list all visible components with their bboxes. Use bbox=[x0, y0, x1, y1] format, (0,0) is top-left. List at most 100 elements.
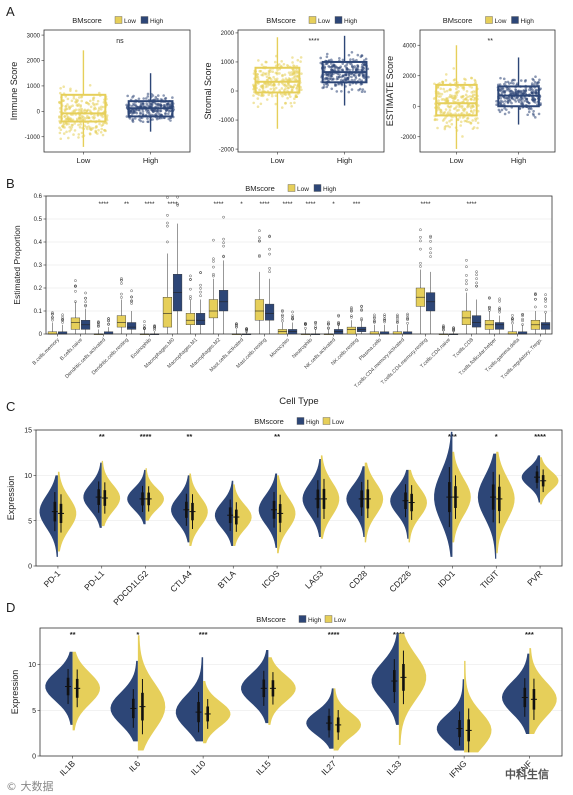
data-point bbox=[452, 107, 456, 111]
outlier-point bbox=[166, 240, 169, 244]
x-tick-label: Low bbox=[450, 156, 464, 165]
violin-high bbox=[521, 455, 541, 503]
data-point bbox=[360, 90, 364, 93]
data-point bbox=[264, 60, 267, 64]
data-point bbox=[462, 86, 466, 89]
data-point bbox=[533, 98, 537, 101]
data-point bbox=[450, 94, 454, 98]
data-point bbox=[137, 97, 141, 101]
panel-c-plot bbox=[35, 429, 563, 567]
data-point bbox=[290, 88, 294, 92]
data-point bbox=[296, 84, 299, 88]
data-point bbox=[286, 96, 289, 100]
data-point bbox=[62, 85, 66, 89]
data-point bbox=[341, 62, 345, 65]
data-point bbox=[257, 59, 260, 62]
data-point bbox=[273, 78, 277, 81]
data-point bbox=[262, 71, 265, 75]
y-tick-label: 10 bbox=[28, 662, 36, 669]
outlier-point bbox=[84, 296, 87, 300]
data-point bbox=[354, 75, 358, 78]
significance-label: **** bbox=[259, 201, 270, 208]
outlier-point bbox=[84, 291, 87, 295]
data-point bbox=[523, 80, 527, 83]
box bbox=[162, 297, 173, 328]
data-point bbox=[273, 60, 277, 64]
panel-d-legend-swatch-2 bbox=[324, 615, 333, 623]
data-point bbox=[537, 112, 541, 116]
y-tick-label: -2000 bbox=[401, 135, 417, 141]
data-point bbox=[135, 111, 139, 115]
significance-label: **** bbox=[213, 201, 224, 208]
data-point bbox=[278, 72, 281, 75]
data-point bbox=[284, 87, 287, 91]
data-point bbox=[141, 110, 145, 113]
data-point bbox=[97, 128, 100, 132]
data-point bbox=[533, 80, 537, 84]
data-point bbox=[501, 100, 505, 104]
data-point bbox=[455, 87, 458, 91]
data-point bbox=[275, 72, 279, 76]
outlier-point bbox=[511, 314, 514, 317]
box bbox=[435, 83, 478, 117]
panel-a-3-legend-title: BMscore bbox=[443, 16, 473, 25]
data-point bbox=[105, 114, 109, 117]
outlier-point bbox=[281, 317, 284, 320]
data-point bbox=[470, 91, 474, 94]
data-point bbox=[62, 132, 66, 135]
data-point bbox=[456, 98, 460, 102]
data-point bbox=[337, 82, 341, 86]
outlier-point bbox=[350, 309, 353, 312]
outlier-point bbox=[281, 319, 284, 323]
data-point bbox=[355, 66, 358, 70]
x-tick-label: TIGIT bbox=[478, 568, 500, 590]
data-point bbox=[58, 119, 61, 123]
box bbox=[60, 93, 107, 123]
data-point bbox=[321, 86, 325, 90]
outlier-point bbox=[268, 270, 271, 274]
data-point bbox=[465, 89, 469, 93]
data-point bbox=[283, 73, 287, 76]
outlier-point bbox=[337, 321, 340, 324]
data-point bbox=[512, 82, 515, 85]
data-point bbox=[269, 87, 273, 91]
violin-low bbox=[364, 462, 384, 543]
outlier-point bbox=[268, 235, 271, 239]
data-point bbox=[88, 132, 92, 136]
x-tick-label: CTLA4 bbox=[168, 568, 194, 594]
data-point bbox=[466, 117, 470, 120]
data-point bbox=[146, 117, 149, 120]
outlier-point bbox=[61, 318, 64, 321]
data-point bbox=[284, 102, 287, 105]
outlier-point bbox=[396, 320, 399, 324]
data-point bbox=[351, 68, 355, 72]
data-point bbox=[456, 85, 460, 89]
data-point bbox=[497, 108, 501, 112]
data-point bbox=[445, 96, 449, 100]
data-point bbox=[459, 120, 463, 124]
data-point bbox=[499, 76, 502, 80]
data-point bbox=[299, 56, 303, 59]
violin-high bbox=[110, 660, 138, 742]
outlier-point bbox=[153, 325, 156, 329]
outlier-point bbox=[281, 313, 284, 317]
violin-high bbox=[306, 688, 334, 749]
data-point bbox=[443, 111, 447, 114]
data-point bbox=[80, 131, 84, 135]
significance-label: **** bbox=[282, 201, 293, 208]
data-point bbox=[63, 115, 67, 118]
x-tick-label: T.cells.CD8 bbox=[452, 337, 475, 360]
violin-low bbox=[540, 457, 559, 505]
outlier-point bbox=[84, 304, 87, 308]
data-point bbox=[86, 127, 89, 131]
data-point bbox=[77, 136, 80, 139]
data-point bbox=[92, 98, 95, 102]
data-point bbox=[360, 54, 364, 57]
data-point bbox=[440, 92, 444, 96]
data-point bbox=[80, 110, 84, 113]
x-tick-label: PVR bbox=[525, 568, 544, 587]
data-point bbox=[361, 63, 364, 67]
box bbox=[254, 299, 265, 321]
outlier-point bbox=[465, 265, 468, 269]
outlier-point bbox=[189, 287, 192, 291]
